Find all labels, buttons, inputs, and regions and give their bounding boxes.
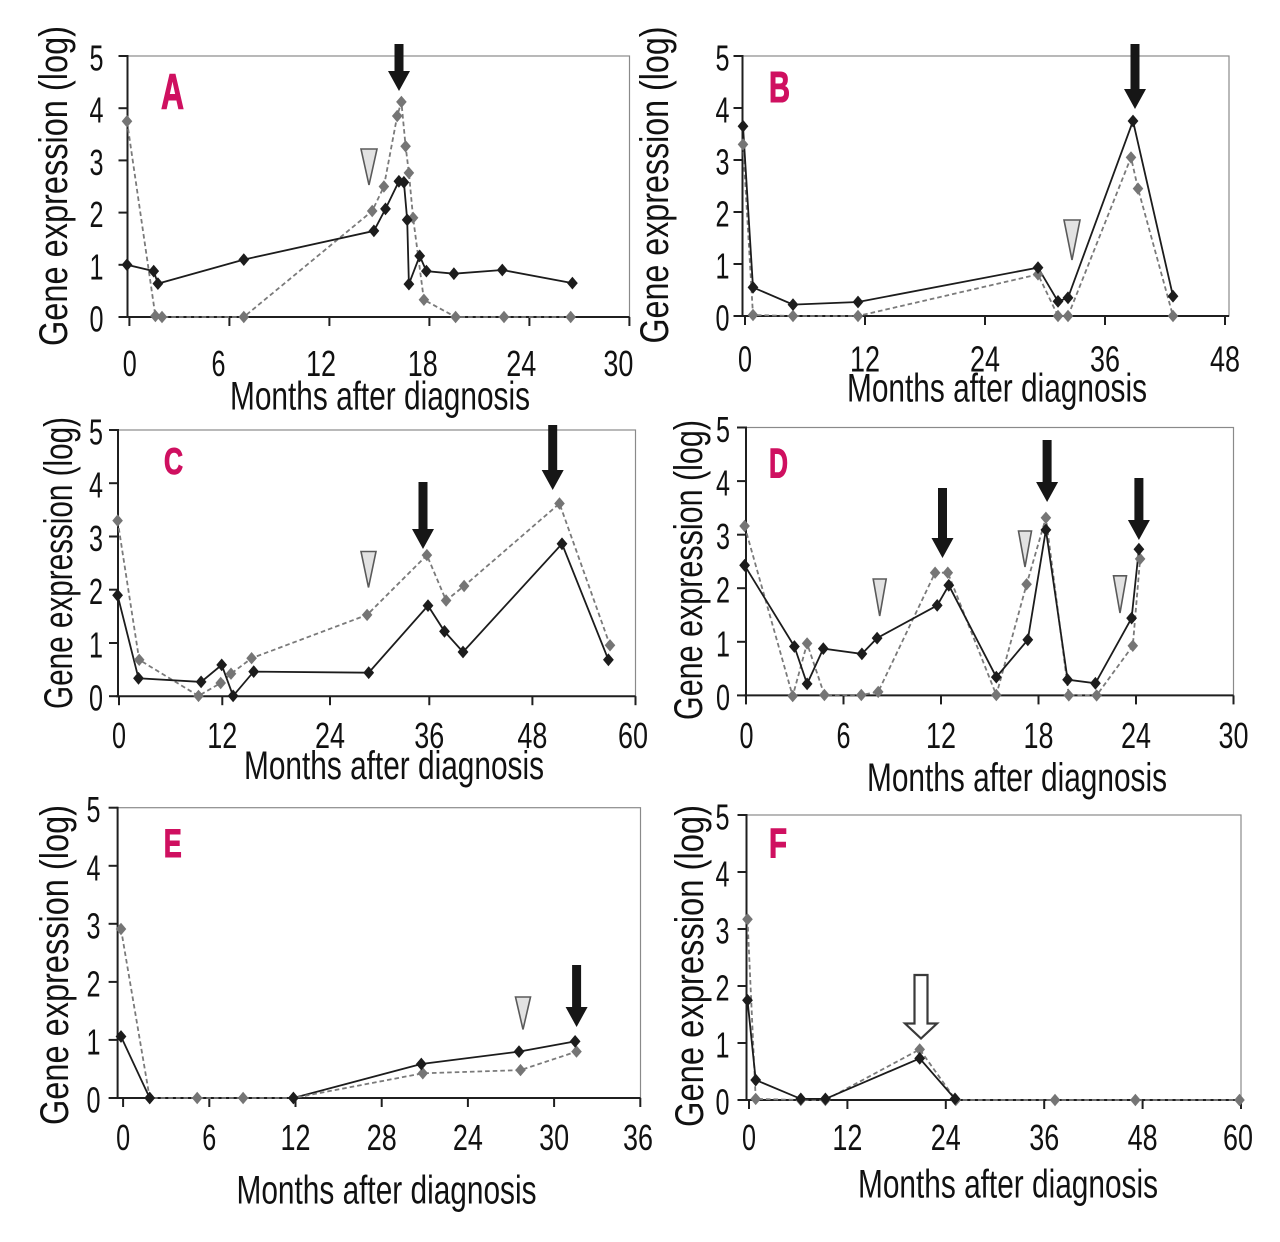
svg-text:C: C xyxy=(164,441,183,482)
svg-text:12: 12 xyxy=(207,715,237,756)
svg-text:24: 24 xyxy=(453,1117,483,1158)
svg-text:48: 48 xyxy=(1128,1117,1158,1158)
svg-text:4: 4 xyxy=(87,847,101,888)
svg-text:Gene expression (log): Gene expression (log) xyxy=(668,805,712,1127)
svg-text:2: 2 xyxy=(716,968,730,1009)
svg-text:36: 36 xyxy=(623,1117,653,1158)
svg-text:Months after diagnosis: Months after diagnosis xyxy=(244,744,544,788)
svg-text:30: 30 xyxy=(603,343,633,384)
svg-text:30: 30 xyxy=(1219,715,1249,756)
svg-text:3: 3 xyxy=(716,142,730,183)
svg-text:5: 5 xyxy=(716,38,730,79)
svg-text:0: 0 xyxy=(87,1080,101,1121)
svg-text:0: 0 xyxy=(90,299,104,340)
svg-text:5: 5 xyxy=(716,797,730,838)
svg-text:Months after diagnosis: Months after diagnosis xyxy=(867,756,1167,800)
svg-text:6: 6 xyxy=(837,715,851,756)
svg-text:4: 4 xyxy=(90,90,104,131)
svg-text:2: 2 xyxy=(716,570,730,611)
svg-text:Months after diagnosis: Months after diagnosis xyxy=(230,375,530,419)
svg-text:18: 18 xyxy=(1024,715,1054,756)
svg-text:12: 12 xyxy=(306,343,336,384)
svg-text:0: 0 xyxy=(89,678,103,719)
svg-text:36: 36 xyxy=(414,715,444,756)
svg-text:36: 36 xyxy=(1029,1117,1059,1158)
svg-text:Gene expression (log): Gene expression (log) xyxy=(32,26,76,346)
svg-text:12: 12 xyxy=(850,339,880,380)
svg-text:3: 3 xyxy=(89,518,103,559)
svg-text:F: F xyxy=(769,820,787,867)
svg-text:Gene expression (log): Gene expression (log) xyxy=(33,805,77,1125)
svg-text:Gene expression (log): Gene expression (log) xyxy=(37,417,81,709)
svg-text:6: 6 xyxy=(202,1117,216,1158)
svg-text:12: 12 xyxy=(832,1117,862,1158)
svg-text:E: E xyxy=(164,822,182,866)
svg-text:12: 12 xyxy=(926,715,956,756)
svg-text:60: 60 xyxy=(618,715,648,756)
svg-text:0: 0 xyxy=(742,1117,756,1158)
svg-text:48: 48 xyxy=(517,715,547,756)
svg-text:D: D xyxy=(769,440,788,487)
svg-text:2: 2 xyxy=(89,571,103,612)
svg-text:60: 60 xyxy=(1223,1117,1253,1158)
svg-text:0: 0 xyxy=(716,298,730,339)
svg-text:28: 28 xyxy=(367,1117,397,1158)
svg-text:4: 4 xyxy=(716,90,730,131)
svg-text:Months after diagnosis: Months after diagnosis xyxy=(858,1163,1158,1207)
svg-text:0: 0 xyxy=(112,715,126,756)
svg-text:0: 0 xyxy=(716,1082,730,1123)
svg-text:1: 1 xyxy=(716,1025,730,1066)
svg-text:0: 0 xyxy=(740,715,754,756)
svg-text:3: 3 xyxy=(716,911,730,952)
svg-text:36: 36 xyxy=(1090,339,1120,380)
svg-text:5: 5 xyxy=(87,789,101,830)
svg-text:1: 1 xyxy=(716,623,730,664)
svg-text:B: B xyxy=(769,63,790,112)
svg-text:Gene expression (log): Gene expression (log) xyxy=(633,27,677,344)
svg-text:Months after diagnosis: Months after diagnosis xyxy=(237,1169,537,1213)
svg-text:0: 0 xyxy=(123,343,137,384)
svg-text:Months after diagnosis: Months after diagnosis xyxy=(847,367,1147,411)
svg-text:6: 6 xyxy=(212,343,226,384)
svg-text:4: 4 xyxy=(716,854,730,895)
svg-text:0: 0 xyxy=(116,1117,130,1158)
svg-text:5: 5 xyxy=(89,412,103,453)
svg-text:2: 2 xyxy=(716,194,730,235)
svg-text:2: 2 xyxy=(90,194,104,235)
svg-text:1: 1 xyxy=(716,246,730,287)
svg-text:12: 12 xyxy=(281,1117,311,1158)
svg-text:18: 18 xyxy=(408,343,438,384)
svg-text:1: 1 xyxy=(87,1021,101,1062)
svg-text:3: 3 xyxy=(716,516,730,557)
svg-text:24: 24 xyxy=(1121,715,1151,756)
svg-text:2: 2 xyxy=(87,963,101,1004)
svg-text:5: 5 xyxy=(90,38,104,79)
svg-text:A: A xyxy=(161,64,184,120)
svg-text:48: 48 xyxy=(1210,339,1240,380)
svg-text:4: 4 xyxy=(716,463,730,504)
svg-text:0: 0 xyxy=(738,339,752,380)
svg-text:3: 3 xyxy=(87,905,101,946)
svg-text:24: 24 xyxy=(506,343,536,384)
svg-text:5: 5 xyxy=(716,409,730,450)
svg-text:4: 4 xyxy=(89,465,103,506)
svg-text:1: 1 xyxy=(90,246,104,287)
svg-text:1: 1 xyxy=(89,625,103,666)
svg-text:24: 24 xyxy=(315,715,345,756)
svg-text:24: 24 xyxy=(931,1117,961,1158)
svg-text:Gene expression (log): Gene expression (log) xyxy=(667,420,711,720)
svg-text:30: 30 xyxy=(539,1117,569,1158)
svg-text:3: 3 xyxy=(90,142,104,183)
svg-text:0: 0 xyxy=(716,677,730,718)
svg-text:24: 24 xyxy=(970,339,1000,380)
